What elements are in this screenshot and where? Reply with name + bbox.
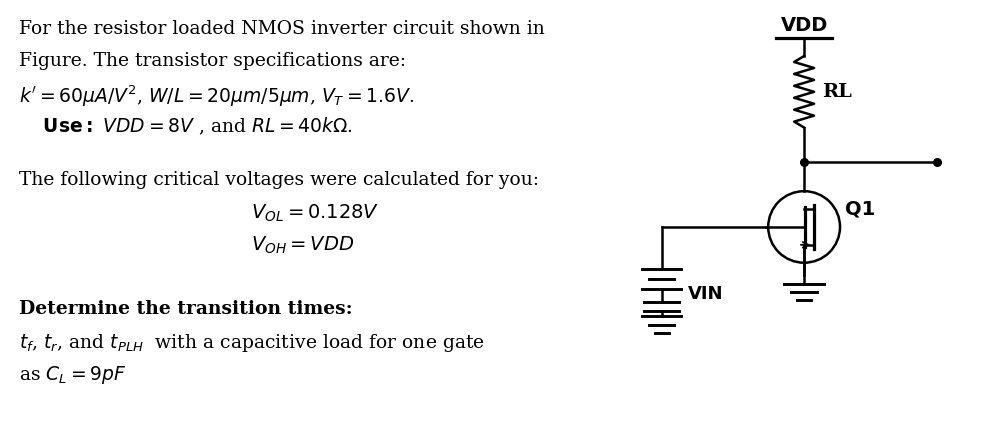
Text: The following critical voltages were calculated for you:: The following critical voltages were cal… — [20, 171, 539, 189]
Text: Q1: Q1 — [845, 200, 875, 218]
Text: $\mathbf{Use:}$ $VDD = 8V$ , and $RL = 40k\Omega$.: $\mathbf{Use:}$ $VDD = 8V$ , and $RL = 4… — [20, 116, 353, 137]
Text: Determine the transition times:: Determine the transition times: — [20, 301, 353, 319]
Text: $k' = 60\mu A/V^2$, $W/L = 20\mu m/5\mu m$, $V_T = 1.6V$.: $k' = 60\mu A/V^2$, $W/L = 20\mu m/5\mu … — [20, 84, 414, 109]
Text: RL: RL — [822, 83, 852, 101]
Text: $t_f$, $t_r$, and $t_{PLH}$  with a capacitive load for one gate: $t_f$, $t_r$, and $t_{PLH}$ with a capac… — [20, 332, 485, 354]
Text: $V_{OL} = 0.128V$: $V_{OL} = 0.128V$ — [251, 203, 379, 224]
Text: VIN: VIN — [688, 284, 723, 302]
Text: Figure. The transistor specifications are:: Figure. The transistor specifications ar… — [20, 52, 406, 70]
Text: VDD: VDD — [780, 16, 828, 35]
Text: as $C_L = 9pF$: as $C_L = 9pF$ — [20, 364, 127, 386]
Text: For the resistor loaded NMOS inverter circuit shown in: For the resistor loaded NMOS inverter ci… — [20, 20, 545, 38]
Text: $V_{OH} = VDD$: $V_{OH} = VDD$ — [251, 235, 354, 256]
